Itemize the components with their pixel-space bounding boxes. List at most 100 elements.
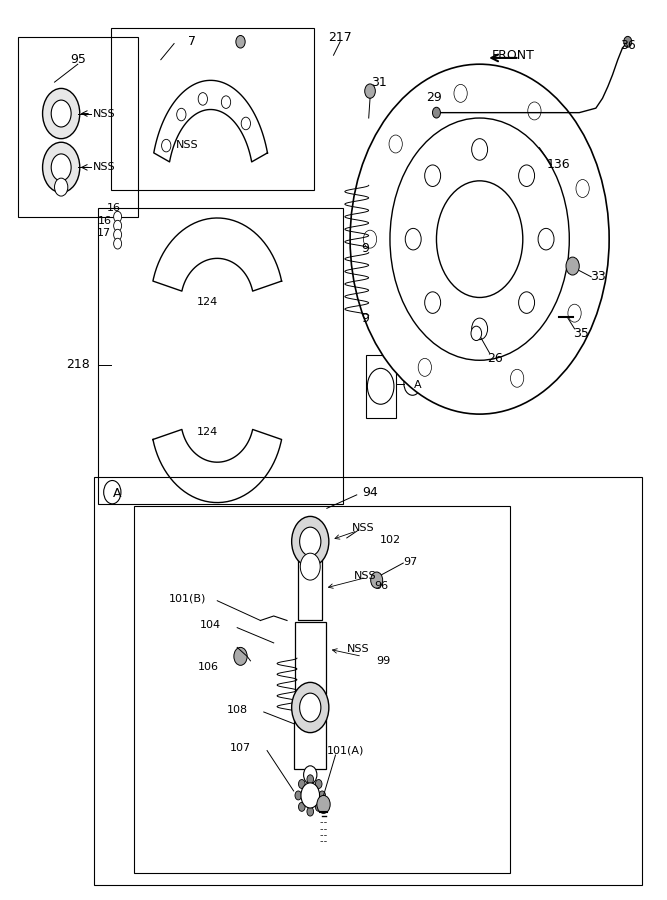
Text: 104: 104 (200, 620, 221, 630)
Circle shape (471, 326, 482, 340)
Circle shape (236, 35, 245, 48)
Circle shape (432, 107, 440, 118)
Circle shape (241, 117, 251, 130)
Text: 136: 136 (546, 158, 570, 171)
Text: 99: 99 (376, 656, 390, 666)
Circle shape (418, 358, 432, 376)
Circle shape (368, 368, 394, 404)
Text: 16: 16 (107, 202, 121, 212)
Text: 9: 9 (362, 311, 370, 325)
Circle shape (519, 292, 534, 313)
Text: NSS: NSS (354, 571, 376, 580)
Circle shape (350, 64, 609, 414)
Circle shape (425, 292, 441, 313)
Text: 101(B): 101(B) (169, 593, 206, 603)
Circle shape (303, 766, 317, 784)
Circle shape (298, 803, 305, 811)
Circle shape (299, 527, 321, 556)
Circle shape (113, 212, 121, 222)
Text: 9: 9 (362, 241, 370, 255)
Text: 94: 94 (362, 486, 378, 499)
Circle shape (177, 108, 186, 121)
Circle shape (300, 554, 320, 580)
Circle shape (198, 93, 207, 105)
Circle shape (113, 238, 121, 249)
Circle shape (422, 105, 434, 122)
Circle shape (319, 791, 325, 800)
Circle shape (299, 693, 321, 722)
Circle shape (566, 257, 579, 275)
Text: NSS: NSS (352, 523, 375, 533)
Circle shape (510, 369, 524, 387)
Text: NSS: NSS (93, 162, 115, 173)
Text: 102: 102 (380, 535, 400, 544)
Text: NSS: NSS (347, 644, 370, 654)
Text: 36: 36 (620, 39, 636, 52)
Circle shape (576, 179, 589, 197)
Text: NSS: NSS (93, 109, 115, 119)
Circle shape (568, 304, 581, 322)
Circle shape (454, 85, 468, 103)
Circle shape (364, 230, 377, 248)
Text: 95: 95 (70, 53, 86, 67)
Circle shape (291, 517, 329, 567)
Text: 29: 29 (427, 91, 442, 104)
Circle shape (472, 139, 488, 160)
Circle shape (161, 140, 171, 152)
Circle shape (307, 807, 313, 816)
Circle shape (113, 230, 121, 240)
Text: FRONT: FRONT (492, 49, 534, 62)
Circle shape (538, 229, 554, 250)
Circle shape (389, 135, 402, 153)
Circle shape (51, 154, 71, 181)
Text: 106: 106 (198, 662, 219, 672)
Bar (97, 208, 344, 504)
Circle shape (519, 165, 534, 186)
Circle shape (436, 181, 523, 298)
Bar (295, 622, 325, 694)
Circle shape (406, 229, 421, 250)
Circle shape (404, 372, 421, 395)
Text: 26: 26 (487, 352, 503, 365)
Text: 31: 31 (371, 76, 387, 88)
Text: 124: 124 (197, 297, 218, 307)
Circle shape (55, 178, 68, 196)
Bar (18, 37, 137, 217)
Text: 33: 33 (590, 270, 606, 284)
Circle shape (43, 88, 80, 139)
Text: 35: 35 (573, 327, 588, 340)
Text: 96: 96 (374, 581, 388, 591)
Text: 97: 97 (403, 557, 417, 567)
Circle shape (113, 220, 121, 231)
Text: 16: 16 (97, 216, 111, 226)
Circle shape (425, 165, 441, 186)
Circle shape (301, 783, 319, 808)
Bar (111, 28, 313, 190)
Bar (134, 506, 510, 874)
Circle shape (51, 100, 71, 127)
Text: 108: 108 (227, 706, 247, 716)
Bar (366, 355, 396, 418)
Text: A: A (414, 381, 422, 391)
Text: 17: 17 (97, 228, 111, 238)
Circle shape (528, 102, 541, 120)
Text: A: A (113, 487, 122, 500)
Circle shape (234, 647, 247, 665)
Circle shape (103, 481, 121, 504)
Circle shape (371, 572, 383, 589)
Text: 124: 124 (197, 428, 218, 437)
Circle shape (390, 118, 570, 360)
Circle shape (624, 36, 632, 47)
Text: NSS: NSS (176, 140, 199, 150)
Circle shape (317, 796, 330, 814)
Circle shape (307, 775, 313, 784)
Bar (94, 477, 642, 886)
Circle shape (295, 791, 301, 800)
Bar (294, 719, 325, 769)
Circle shape (315, 803, 322, 811)
Circle shape (221, 95, 231, 108)
Circle shape (315, 779, 322, 788)
Circle shape (43, 142, 80, 193)
Text: 7: 7 (188, 35, 196, 49)
Text: 218: 218 (66, 358, 89, 372)
